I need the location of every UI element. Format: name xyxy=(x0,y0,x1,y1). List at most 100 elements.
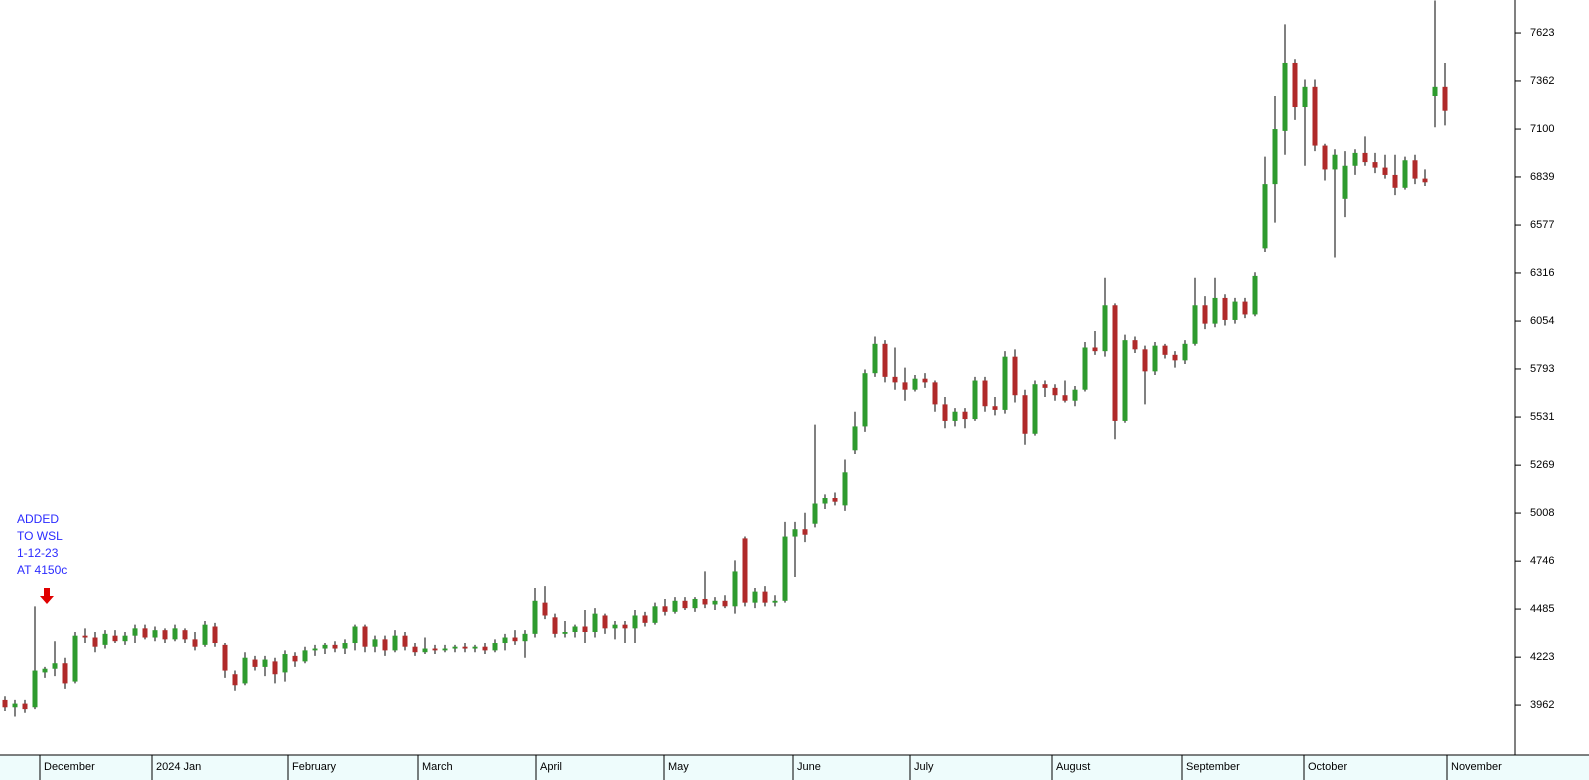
candle-body xyxy=(802,529,808,535)
candle-body xyxy=(712,600,718,605)
candle-body xyxy=(852,426,858,451)
candle-body xyxy=(102,633,108,645)
candle-body xyxy=(312,648,318,651)
y-tick-label: 5793 xyxy=(1530,363,1554,375)
candle-body xyxy=(52,663,58,669)
candle-body xyxy=(892,376,898,383)
candle-body xyxy=(212,626,218,644)
candle-body xyxy=(742,538,748,603)
candle-body xyxy=(182,630,188,640)
candle-body xyxy=(1402,160,1408,188)
y-tick-label: 3962 xyxy=(1530,699,1554,711)
candle-body xyxy=(732,571,738,607)
candle-body xyxy=(422,648,428,653)
candle-body xyxy=(1062,395,1068,401)
candle-body xyxy=(1132,340,1138,350)
candle-body xyxy=(2,699,8,708)
candle-body xyxy=(1382,167,1388,175)
candle-body xyxy=(482,646,488,651)
annotation-line: 1-12-23 xyxy=(17,546,59,560)
candle-body xyxy=(232,674,238,686)
candle-body xyxy=(1282,62,1288,131)
candle-body xyxy=(1022,395,1028,434)
candle-body xyxy=(222,644,228,671)
candle-body xyxy=(982,380,988,407)
candle-body xyxy=(702,598,708,605)
candle-body xyxy=(912,378,918,390)
candle-body xyxy=(1122,340,1128,421)
candle-body xyxy=(162,630,168,640)
candle-body xyxy=(1222,297,1228,320)
candle-body xyxy=(442,648,448,651)
candle-body xyxy=(122,635,128,642)
y-tick-label: 5531 xyxy=(1530,411,1554,423)
y-tick-label: 6839 xyxy=(1530,171,1554,183)
candle-body xyxy=(1252,275,1258,315)
candle-body xyxy=(202,624,208,645)
candle-body xyxy=(792,529,798,537)
candle-body xyxy=(752,591,758,603)
candle-body xyxy=(952,411,958,421)
candle-body xyxy=(662,606,668,612)
candle-body xyxy=(1292,62,1298,108)
candle-body xyxy=(1432,86,1438,97)
candle-body xyxy=(452,646,458,649)
candle-body xyxy=(462,646,468,649)
candle-body xyxy=(242,657,248,684)
candle-body xyxy=(1332,154,1338,170)
candle-body xyxy=(682,600,688,609)
y-tick-label: 7362 xyxy=(1530,75,1554,87)
x-tick-label: December xyxy=(44,761,95,773)
candle-body xyxy=(1112,305,1118,421)
candle-body xyxy=(942,404,948,421)
candle-body xyxy=(1342,165,1348,199)
candle-body xyxy=(872,343,878,374)
candle-body xyxy=(272,661,278,675)
candle-body xyxy=(12,703,18,708)
candle-body xyxy=(1082,347,1088,390)
y-tick-label: 6054 xyxy=(1530,315,1554,327)
candle-body xyxy=(1262,184,1268,249)
y-tick-label: 6316 xyxy=(1530,267,1554,279)
candle-body xyxy=(32,670,38,708)
candle-body xyxy=(1162,345,1168,355)
y-tick-label: 4223 xyxy=(1530,651,1554,663)
x-tick-label: February xyxy=(292,761,337,773)
candle-body xyxy=(1052,387,1058,396)
candle-body xyxy=(292,655,298,662)
candle-body xyxy=(672,600,678,612)
candle-body xyxy=(82,635,88,638)
annotation-line: ADDED xyxy=(17,512,59,526)
x-tick-label: July xyxy=(914,761,934,773)
candle-body xyxy=(842,472,848,506)
candle-body xyxy=(612,624,618,629)
candle-body xyxy=(372,639,378,647)
candle-body xyxy=(1412,160,1418,179)
candle-body xyxy=(1092,347,1098,352)
candle-body xyxy=(22,703,28,710)
candle-body xyxy=(932,382,938,405)
candle-body xyxy=(1172,354,1178,361)
candle-body xyxy=(302,650,308,662)
annotation-line: AT 4150c xyxy=(17,563,67,577)
candle-body xyxy=(92,637,98,647)
candle-body xyxy=(962,411,968,420)
candle-body xyxy=(1232,301,1238,320)
x-axis-band xyxy=(0,755,1589,780)
y-tick-label: 4485 xyxy=(1530,603,1554,615)
candle-body xyxy=(132,628,138,636)
candle-body xyxy=(342,643,348,649)
candle-body xyxy=(522,633,528,642)
candle-body xyxy=(332,644,338,649)
x-tick-label: October xyxy=(1308,761,1347,773)
candle-body xyxy=(832,498,838,502)
candle-body xyxy=(1212,297,1218,324)
candle-body xyxy=(772,600,778,603)
candle-body xyxy=(862,373,868,427)
candle-body xyxy=(972,380,978,420)
x-tick-label: November xyxy=(1451,761,1502,773)
candle-body xyxy=(1002,356,1008,410)
candle-body xyxy=(922,378,928,383)
candle-body xyxy=(632,615,638,629)
